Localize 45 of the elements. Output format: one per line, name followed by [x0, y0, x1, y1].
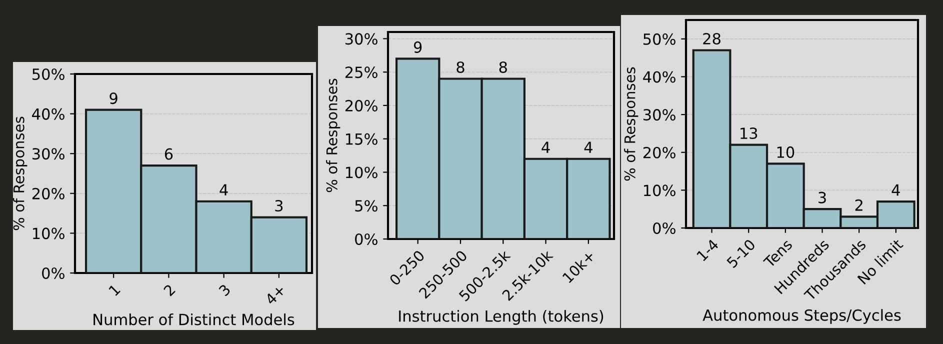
x-tick-label: 1-4 [696, 238, 720, 262]
y-tick-label: 10% [346, 166, 378, 178]
y-tick-label: 15% [346, 133, 378, 145]
y-tick-label: 50% [32, 68, 64, 80]
y-tick-label: 0% [42, 267, 64, 280]
annotation: 4 [584, 142, 592, 153]
y-axis-title: % of Responses [13, 116, 28, 230]
x-tick-label: 3 [218, 284, 231, 296]
y-tick-label: 50% [644, 33, 676, 45]
y-axis-title: % of Responses [624, 67, 638, 181]
y-tick-label: 30% [345, 33, 378, 45]
x-tick-label: 1 [108, 284, 120, 296]
annotation: 3 [275, 200, 283, 212]
annotation: 28 [703, 32, 720, 45]
y-tick-label: 20% [345, 100, 378, 112]
y-tick-label: 30% [32, 148, 64, 160]
x-axis-title: Number of Distinct Models [94, 313, 294, 326]
x-axis-title: Autonomous Steps/Cycles [702, 309, 901, 324]
annotation: 8 [499, 61, 507, 74]
y-tick-label: 30% [643, 109, 676, 121]
annotation: 13 [740, 128, 758, 140]
annotation: 4 [220, 184, 228, 196]
y-tick-label: 20% [643, 146, 676, 158]
y-axis-title: % of Responses [326, 78, 340, 192]
y-tick-label: 20% [32, 188, 64, 200]
annotation: 3 [818, 192, 826, 204]
y-tick-label: 25% [345, 66, 378, 78]
y-tick-label: 10% [644, 184, 676, 196]
annotation: 8 [456, 61, 464, 74]
y-tick-label: 5% [355, 200, 378, 212]
annotation: 6 [164, 148, 173, 160]
annotation: 9 [414, 41, 422, 53]
y-tick-label: 0% [653, 222, 676, 234]
annotation: 4 [892, 184, 900, 196]
annotation: 2 [855, 199, 862, 211]
y-tick-label: 10% [33, 228, 64, 240]
x-tick-label: 4+ [264, 284, 286, 306]
y-tick-label: 40% [643, 71, 676, 83]
annotation: 9 [110, 92, 118, 104]
y-tick-label: 40% [32, 108, 64, 120]
y-tick-label: 0% [355, 233, 378, 246]
annotation: 10 [777, 146, 794, 158]
annotation: 4 [542, 142, 550, 153]
x-tick-label: 2 [163, 284, 176, 296]
x-axis-title: Instruction Length (tokens) [399, 310, 604, 325]
